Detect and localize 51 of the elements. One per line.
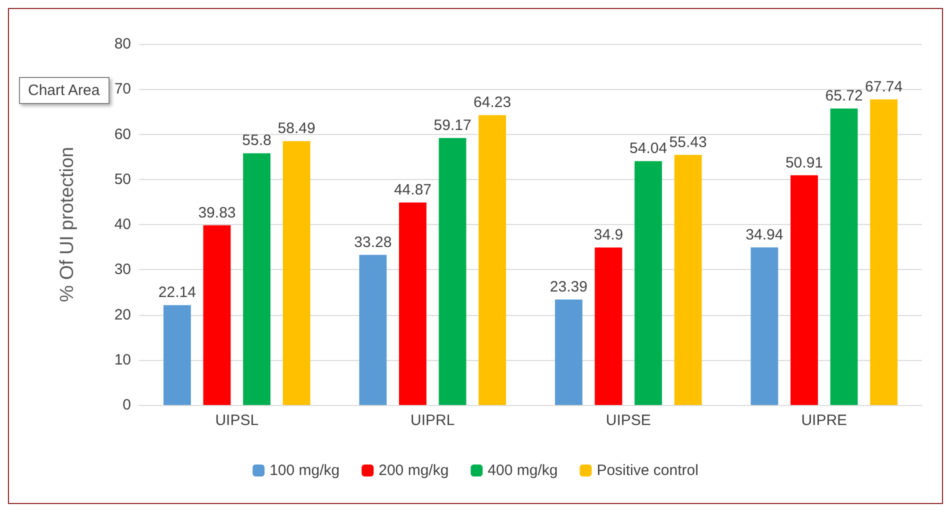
bar xyxy=(790,175,818,405)
y-tick-label: 60 xyxy=(114,126,131,143)
data-label: 22.14 xyxy=(158,284,196,302)
y-tick-label: 70 xyxy=(114,80,131,98)
bar xyxy=(203,225,231,405)
x-tick-label: UIPRE xyxy=(801,412,848,429)
bar xyxy=(359,254,387,405)
bar xyxy=(554,299,582,405)
bar xyxy=(478,115,506,405)
bar xyxy=(830,108,858,405)
bar xyxy=(634,161,662,405)
legend-label: 400 mg/kg xyxy=(488,462,558,479)
data-label: 55.43 xyxy=(669,134,707,151)
bar xyxy=(674,154,702,405)
x-tick-label: UIPSE xyxy=(606,412,651,429)
x-tick-label: UIPRL xyxy=(410,412,455,429)
bar xyxy=(399,202,426,405)
y-tick-label: 30 xyxy=(114,261,131,278)
y-tick-label: 80 xyxy=(114,36,131,52)
data-label: 55.8 xyxy=(242,132,272,150)
y-tick-label: 10 xyxy=(114,351,131,368)
y-tick-label: 0 xyxy=(122,396,131,414)
data-label: 39.83 xyxy=(198,204,236,222)
y-tick-label: 50 xyxy=(114,170,131,188)
bar xyxy=(870,99,898,405)
bar xyxy=(594,248,622,405)
legend-label: Positive control xyxy=(596,462,698,479)
data-label: 67.74 xyxy=(865,78,903,96)
data-label: 58.49 xyxy=(278,120,316,138)
y-tick-label: 40 xyxy=(114,216,131,233)
x-tick-label: UIPSL xyxy=(215,412,259,429)
data-label: 23.39 xyxy=(550,278,588,296)
data-label: 44.87 xyxy=(394,182,432,199)
data-label: 34.94 xyxy=(746,226,784,244)
data-label: 33.28 xyxy=(354,234,392,251)
data-label: 65.72 xyxy=(825,87,863,104)
y-axis-title: % Of UI protection xyxy=(57,146,78,302)
data-label: 54.04 xyxy=(629,140,668,158)
legend-label: 200 mg/kg xyxy=(378,462,449,479)
bar xyxy=(163,305,191,405)
text: Chart Area xyxy=(28,82,100,99)
data-label: 64.23 xyxy=(474,94,512,112)
data-label: 59.17 xyxy=(434,116,472,134)
bar xyxy=(750,247,778,405)
bar xyxy=(243,153,270,405)
bar xyxy=(438,138,466,405)
bar xyxy=(282,141,310,405)
y-tick-label: 20 xyxy=(114,306,131,324)
legend-label: 100 mg/kg xyxy=(270,462,340,479)
data-label: 50.91 xyxy=(785,154,824,172)
data-label: 34.9 xyxy=(594,226,624,244)
